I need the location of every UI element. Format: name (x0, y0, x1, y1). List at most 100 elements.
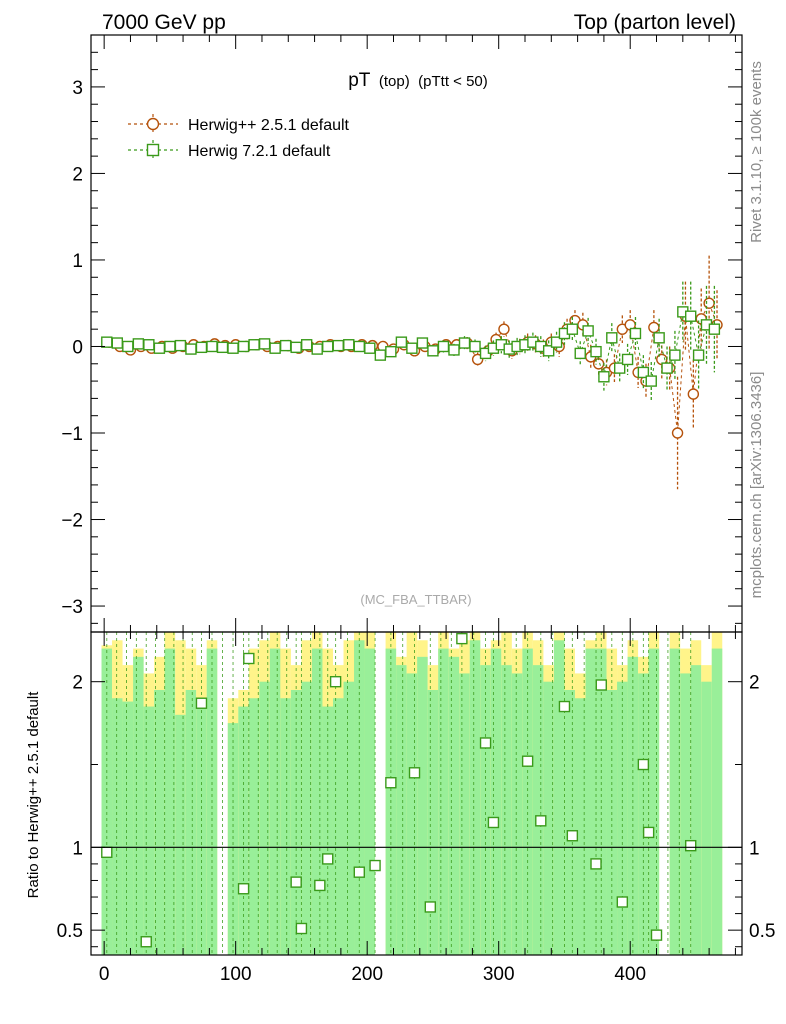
ratio-data-point (408, 767, 421, 779)
data-point (550, 336, 563, 348)
ratio-series-layer (101, 632, 697, 955)
ratio-band-green (606, 689, 618, 955)
data-point (469, 340, 481, 353)
ratio-data-point (353, 866, 365, 878)
ratio-y-tick-label: 0.5 (57, 921, 83, 942)
ratio-band-green (248, 698, 260, 955)
data-point (637, 366, 650, 379)
data-point (498, 323, 510, 335)
ratio-band-green (448, 656, 460, 955)
top-y-tick-label: 0 (72, 337, 83, 358)
ratio-band-green (112, 698, 123, 955)
ratio-band-green (669, 648, 681, 955)
legend-label-herwigpp: Herwig++ 2.5.1 default (188, 117, 350, 134)
ratio-data-point (650, 929, 663, 941)
data-point (174, 339, 187, 352)
data-point (185, 343, 197, 355)
ratio-band-green (585, 648, 597, 955)
ratio-data-point (369, 859, 381, 872)
ratio-band-green (133, 656, 144, 955)
data-point (669, 349, 681, 361)
data-point (458, 337, 471, 349)
ratio-data-point (642, 826, 655, 839)
ratio-data-point (487, 816, 500, 829)
data-point (582, 325, 594, 337)
ratio-band-green (469, 640, 481, 955)
ratio-band-green (564, 689, 575, 955)
ratio-data-point (558, 700, 571, 713)
top-y-tick-label: −1 (61, 424, 83, 445)
legend: Herwig++ 2.5.1 default Herwig 7.2.1 defa… (128, 114, 350, 160)
ratio-data-point (521, 755, 534, 767)
ratio-band-green (511, 673, 523, 955)
data-point (395, 336, 408, 348)
data-point (708, 323, 721, 335)
ratio-data-point (535, 815, 547, 827)
data-point (227, 342, 239, 354)
top-y-tick-label: −2 (61, 511, 83, 532)
ratio-x-tick-label: 0 (99, 964, 110, 985)
ratio-data-point (685, 839, 697, 852)
data-point (653, 332, 665, 344)
data-point (248, 339, 260, 351)
top-y-tick-label: 1 (72, 251, 83, 272)
ratio-band-green (532, 665, 544, 955)
ratio-data-point (195, 697, 208, 709)
ratio-x-tick-label: 400 (614, 964, 646, 985)
ratio-band-green (301, 681, 312, 955)
ratio-ylabel: Ratio to Herwig++ 2.5.1 default (25, 691, 42, 899)
data-point (364, 342, 376, 354)
ratio-band-green (259, 681, 270, 955)
ratio-band-green (227, 723, 239, 955)
ratio-data-point (566, 830, 579, 842)
legend-symbol (146, 143, 160, 157)
ratio-band-green (343, 681, 355, 955)
ratio-band-green (543, 681, 554, 955)
ratio-band-green (164, 648, 176, 955)
data-point (300, 339, 313, 351)
top-panel-series-layer (101, 255, 723, 490)
data-point (648, 321, 660, 334)
header-process-label: Top (parton level) (574, 11, 736, 34)
ratio-band-green (311, 648, 323, 955)
ratio-data-point (314, 879, 326, 892)
legend-symbol (146, 117, 160, 131)
ratio-data-point (329, 675, 342, 688)
ratio-y-tick-label: 2 (72, 673, 83, 694)
ratio-data-point (479, 737, 492, 749)
data-point (122, 340, 134, 353)
ratio-y-tick-label-right: 1 (749, 838, 760, 859)
data-point (427, 345, 439, 357)
ratio-band-green (122, 701, 134, 955)
ratio-y-tick-label-right: 0.5 (749, 921, 775, 942)
ratio-x-tick-label: 300 (483, 964, 515, 985)
data-point (416, 337, 429, 349)
ratio-band-green (648, 648, 660, 955)
data-point (206, 340, 218, 353)
data-point (703, 297, 715, 309)
data-point (237, 340, 250, 353)
ratio-band-green (501, 665, 512, 955)
ratio-y-tick-label: 1 (72, 838, 83, 859)
ratio-data-point (101, 846, 113, 859)
plot-title-sub2: (pTtt < 50) (418, 73, 488, 90)
ratio-band-green (553, 640, 565, 955)
data-point (143, 339, 155, 351)
ratio-band-green (459, 673, 470, 955)
ratio-band-green (417, 656, 428, 955)
plot-title: pT (top) (pTtt < 50) (348, 70, 488, 91)
mcplots-source-label: mcplots.cern.ch [arXiv:1306.3436] (748, 372, 765, 599)
data-point (542, 345, 555, 357)
data-point (164, 340, 176, 353)
top-y-tick-label: 2 (72, 164, 83, 185)
data-point (153, 342, 166, 354)
ratio-data-point (595, 679, 607, 691)
data-point (621, 353, 634, 366)
ratio-band-green (680, 673, 691, 955)
data-point (111, 337, 124, 349)
data-point (269, 342, 281, 354)
ratio-data-point (616, 896, 629, 908)
ratio-x-tick-label: 100 (220, 964, 252, 985)
data-point (661, 362, 673, 374)
ratio-band-green (406, 673, 418, 955)
